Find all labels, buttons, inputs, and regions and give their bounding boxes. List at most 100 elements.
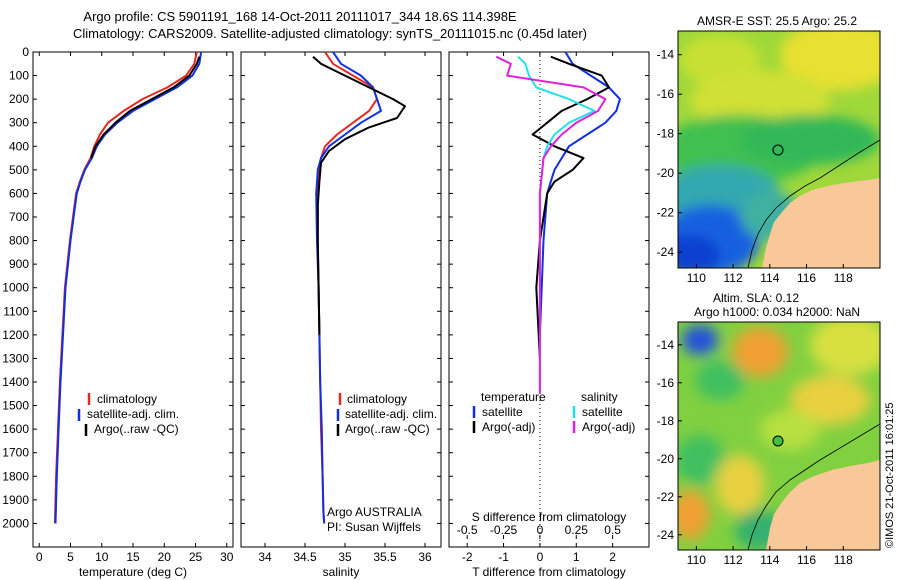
map-y-tick-label: -18 <box>657 414 675 428</box>
x-tick-label: 10 <box>95 550 109 564</box>
salinity-plot-frame <box>240 51 442 548</box>
map-x-tick-label: 114 <box>760 271 779 285</box>
salinity-annotation-line1: Argo AUSTRALIA <box>327 505 422 519</box>
y-tick-label: 1200 <box>2 328 29 342</box>
x-tick-label: 30 <box>220 550 234 564</box>
legend-label-climatology: climatology <box>97 392 157 406</box>
sla-land <box>766 460 880 550</box>
series-line <box>531 55 610 359</box>
map-y-tick-label: -20 <box>657 166 675 180</box>
legend-label-s-satellite: satellite <box>582 405 623 419</box>
sst-field <box>678 31 880 268</box>
legend-label-s-argo: Argo(-adj) <box>582 420 635 434</box>
difference-legend: temperature salinity satellite Argo(-adj… <box>472 390 635 434</box>
map-x-tick-label: 112 <box>724 553 743 567</box>
map-y-tick-label: -16 <box>657 376 675 390</box>
x-tick-label: 5 <box>67 550 74 564</box>
x-tick-label: -2 <box>462 550 473 564</box>
y-tick-label: 200 <box>9 92 29 106</box>
y-tick-label: 1100 <box>3 304 29 318</box>
sst-map-axes: 110 112 114 116 118 -14 -16 -18 -20 -22 -24 <box>657 48 854 285</box>
map-y-tick-label: -18 <box>657 127 675 141</box>
y-tick-label: 900 <box>9 257 29 271</box>
legend-label-argo: Argo(..raw -QC) <box>345 422 430 436</box>
sla-map: Altim. SLA: 0.12 Argo h1000: 0.034 h2000… <box>657 291 881 567</box>
x-tick-label: -1 <box>498 550 509 564</box>
x-tick-label: 35.5 <box>373 550 397 564</box>
figure-title-line1: Argo profile: CS 5901191_168 14-Oct-2011… <box>83 9 517 24</box>
x-axis-label: temperature (deg C) <box>79 565 187 579</box>
y-tick-label: 400 <box>9 139 29 153</box>
y-tick-label: 700 <box>9 210 29 224</box>
y-tick-label: 1500 <box>2 399 29 413</box>
map-x-tick-label: 118 <box>834 271 853 285</box>
sla-shelf-contour <box>747 423 880 550</box>
x-tick-label: 34.5 <box>293 550 317 564</box>
x-tick-label: 34 <box>258 550 272 564</box>
y-tick-label: 2000 <box>2 516 29 530</box>
sla-argo-marker <box>772 435 784 447</box>
s-tick-label: -0.25 <box>490 523 518 537</box>
s-tick-label: -0.5 <box>457 523 478 537</box>
legend-label-argo: Argo(..raw -QC) <box>94 422 179 436</box>
map-x-tick-label: 116 <box>797 271 816 285</box>
sst-land <box>762 178 880 268</box>
y-tick-label: 500 <box>9 163 29 177</box>
series-line <box>312 55 406 335</box>
x-axis-label: T difference from climatology <box>472 565 626 579</box>
x-tick-label: 25 <box>189 550 203 564</box>
sla-map-axes: 110 112 114 116 118 -14 -16 -18 -20 -22 -24 <box>657 338 854 567</box>
map-y-tick-label: -16 <box>657 87 675 101</box>
map-x-tick-label: 112 <box>724 271 743 285</box>
map-y-tick-label: -14 <box>657 48 675 62</box>
y-tick-label: 300 <box>9 116 29 130</box>
y-tick-label: 600 <box>9 186 29 200</box>
sla-map-title-line1: Altim. SLA: 0.12 <box>713 291 799 305</box>
x-tick-label: 0 <box>36 550 43 564</box>
y-tick-label: 1900 <box>2 493 29 507</box>
map-y-tick-label: -24 <box>657 245 675 259</box>
x-tick-label: 35 <box>338 550 352 564</box>
temperature-plot: 0100200300400500600700800900100011001200… <box>2 45 233 579</box>
y-tick-label: 0 <box>22 45 29 59</box>
x-tick-label: 1 <box>573 550 580 564</box>
map-x-tick-label: 116 <box>797 553 816 567</box>
map-x-tick-label: 110 <box>687 553 706 567</box>
salinity-plot: 34 34.5 35 35.5 36 salinity <box>241 51 441 579</box>
legend-label-satellite: satellite-adj. clim. <box>345 407 437 421</box>
y-tick-label: 1000 <box>2 281 29 295</box>
map-x-tick-label: 118 <box>834 553 853 567</box>
legend-title-temperature: temperature <box>481 390 546 404</box>
sst-map: AMSR-E SST: 25.5 Argo: 25.2 110 112 114 116… <box>657 14 881 285</box>
y-tick-label: 1700 <box>2 446 29 460</box>
y-tick-label: 100 <box>9 69 29 83</box>
legend-label-satellite: satellite-adj. clim. <box>87 407 179 421</box>
x-tick-label: 2 <box>609 550 616 564</box>
difference-plot-frame <box>448 51 650 548</box>
difference-plot: -2 -1 0 1 2 -0.5 -0.25 0 0.25 0.5S difference fro… <box>449 51 649 579</box>
sla-map-title-line2: Argo h1000: 0.034 h2000: NaN <box>694 305 860 319</box>
salinity-legend: climatology satellite-adj. clim. Argo(..… <box>327 392 437 534</box>
map-x-tick-label: 110 <box>687 271 706 285</box>
sst-argo-marker <box>772 144 784 156</box>
temperature-legend: climatology satellite-adj. clim. Argo(..… <box>77 392 179 436</box>
legend-label-t-argo: Argo(-adj) <box>482 420 535 434</box>
map-y-tick-label: -14 <box>657 338 675 352</box>
s-tick-label: 0.25 <box>565 523 589 537</box>
s-tick-label: 0.5 <box>604 523 621 537</box>
x-tick-label: 20 <box>158 550 172 564</box>
series-line <box>538 51 621 335</box>
series-line <box>54 51 203 524</box>
legend-title-salinity: salinity <box>581 390 618 404</box>
salinity-annotation-line2: PI: Susan Wijffels <box>327 520 421 534</box>
series-line <box>495 55 607 394</box>
s-axis-label: S difference from climatology <box>472 510 627 524</box>
series-line <box>90 56 201 159</box>
s-tick-label: 0 <box>537 523 544 537</box>
sla-field <box>678 322 880 550</box>
map-y-tick-label: -22 <box>657 490 675 504</box>
temperature-plot-frame <box>32 51 234 548</box>
map-y-tick-label: -22 <box>657 206 675 220</box>
x-tick-label: 36 <box>418 550 432 564</box>
